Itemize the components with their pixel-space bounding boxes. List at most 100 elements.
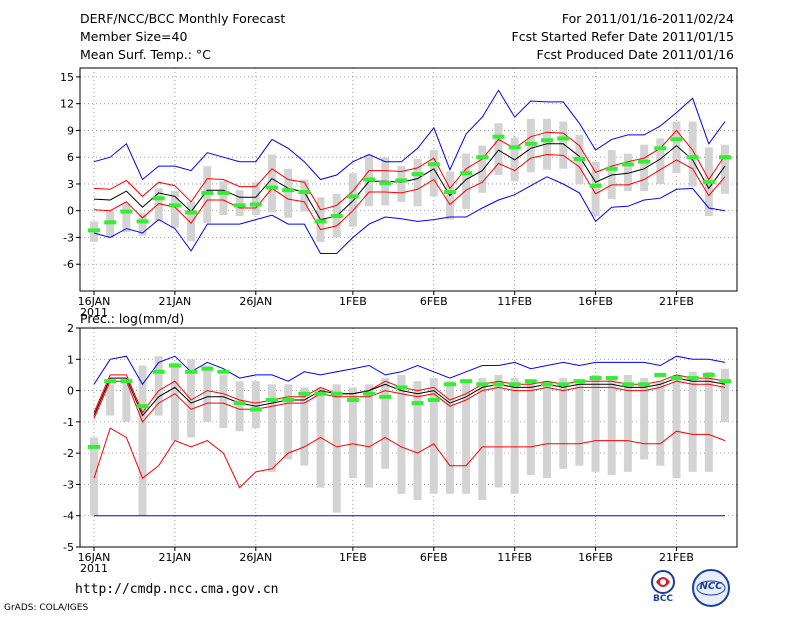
prec-observed-mark <box>346 397 359 402</box>
temp-observed-mark <box>363 177 376 182</box>
temp-observed-mark <box>508 145 521 150</box>
temp-observed-mark <box>217 190 230 195</box>
footer-credit: GrADS: COLA/IGES <box>4 603 89 613</box>
prec-ytick-label: -2 <box>63 447 74 460</box>
prec-observed-mark <box>379 394 392 399</box>
temp-min-line <box>93 176 726 254</box>
temp-spread-box <box>187 201 196 242</box>
temp-observed-mark <box>136 219 149 224</box>
prec-observed-mark <box>702 372 715 377</box>
prec-spread-box <box>591 374 600 472</box>
prec-min-line <box>93 427 726 489</box>
temp-spread-box <box>397 166 406 202</box>
temp-ytick-label: 6 <box>67 151 74 164</box>
temp-spread-box <box>154 188 163 222</box>
prec-title: Prec.: log(mm/d) <box>80 311 184 326</box>
prec-spread-box <box>704 371 713 472</box>
prec-spread-box <box>154 356 163 416</box>
temp-spread-box <box>672 121 681 174</box>
temp-observed-mark <box>120 209 133 214</box>
prec-max-line <box>93 355 726 386</box>
prec-xtick-label: 1FEB <box>339 551 367 564</box>
prec-observed-mark <box>492 382 505 387</box>
temp-xtick-label: 21FEB <box>659 295 694 308</box>
temp-observed-mark <box>411 172 424 177</box>
temp-observed-mark <box>670 137 683 142</box>
header-member-size: Member Size=40 <box>80 29 188 44</box>
temp-observed-mark <box>621 162 634 167</box>
bcc-logo-label: BCC <box>652 594 674 604</box>
temp-observed-mark <box>638 159 651 164</box>
prec-spread-box <box>170 362 179 441</box>
temp-xtick-label: 16JAN <box>78 295 111 308</box>
ncc-logo-label: NCC <box>699 581 723 592</box>
temp-xtick-label: 11FEB <box>497 295 532 308</box>
prec-spread-box <box>688 371 697 472</box>
prec-observed-mark <box>314 391 327 396</box>
temp-observed-mark <box>686 155 699 160</box>
prec-observed-mark <box>573 379 586 384</box>
prec-observed-mark <box>233 401 246 406</box>
prec-observed-mark <box>168 363 181 368</box>
prec-observed-mark <box>120 379 133 384</box>
temp-xtick-label: 26JAN <box>239 295 272 308</box>
temp-ytick-label: -3 <box>63 231 74 244</box>
temp-spread-box <box>721 144 729 194</box>
prec-observed-mark <box>557 382 570 387</box>
prec-spread-box <box>300 387 309 466</box>
temp-observed-mark <box>719 155 731 160</box>
prec-observed-mark <box>104 379 117 384</box>
temp-frame <box>79 67 738 292</box>
prec-observed-mark <box>541 382 554 387</box>
prec-spread-box <box>672 374 681 479</box>
prec-spread-box <box>445 381 454 494</box>
temp-spread-box <box>267 154 276 213</box>
bcc-logo: BCC <box>640 568 686 608</box>
temp-xtick-label: 16FEB <box>578 295 613 308</box>
prec-ytick-label: 1 <box>67 353 74 366</box>
header-variable: Mean Surf. Temp.: °C <box>80 47 211 62</box>
prec-xtick-label: 21FEB <box>659 551 694 564</box>
prec-observed-mark <box>411 401 424 406</box>
prec-spread-box <box>106 384 115 416</box>
prec-xtick-label: 11FEB <box>497 551 532 564</box>
temp-observed-mark <box>541 138 554 143</box>
footer-url[interactable]: http://cmdp.ncc.cma.gov.cn <box>75 582 279 597</box>
prec-spread-box <box>429 378 438 494</box>
temp-observed-mark <box>492 134 505 139</box>
prec-mean-line <box>93 377 726 417</box>
prec-spread-box <box>187 359 196 438</box>
header-period: For 2011/01/16-2011/02/24 <box>561 11 734 26</box>
prec-observed-mark <box>638 382 651 387</box>
prec-year-label: 2011 <box>80 562 108 575</box>
header-produced-date: Fcst Produced Date 2011/01/16 <box>536 47 734 62</box>
temp-spread-box <box>494 123 503 176</box>
temp-xtick-label: 6FEB <box>420 295 448 308</box>
prec-spread-box <box>494 374 503 488</box>
prec-xtick-label: 26JAN <box>239 551 272 564</box>
prec-ytick-label: -4 <box>63 510 74 523</box>
temp-observed-mark <box>557 136 570 141</box>
temp-ytick-label: -6 <box>63 258 74 271</box>
temp-lower-line <box>93 153 726 231</box>
prec-observed-mark <box>524 379 537 384</box>
prec-spread-box <box>462 381 471 494</box>
prec-ytick-label: 2 <box>67 322 74 335</box>
temp-observed-mark <box>460 171 473 176</box>
temp-ytick-label: 0 <box>67 205 74 218</box>
prec-observed-mark <box>363 391 376 396</box>
prec-frame <box>79 327 738 548</box>
temp-spread-box <box>300 179 309 212</box>
temp-observed-mark <box>379 181 392 186</box>
temp-spread-box <box>413 158 422 207</box>
temp-spread-box <box>559 121 568 169</box>
prec-panel: -5 -4 -3 -2 -1 0 1 2 16JAN 21JAN 26JAN 1FEB 6FEB 11FE… <box>63 311 738 575</box>
temp-observed-mark <box>443 189 456 194</box>
temp-panel: -6 -3 0 3 6 9 12 15 16JAN 21JAN 26JAN 1FEB 6FEB 11FEB… <box>60 67 738 319</box>
temp-observed-mark <box>104 220 117 225</box>
temp-spread-box <box>656 138 665 184</box>
prec-observed-mark <box>476 382 489 387</box>
prec-spread-box <box>413 381 422 501</box>
temp-ytick-label: 12 <box>60 98 74 111</box>
prec-spread-box <box>122 381 131 422</box>
